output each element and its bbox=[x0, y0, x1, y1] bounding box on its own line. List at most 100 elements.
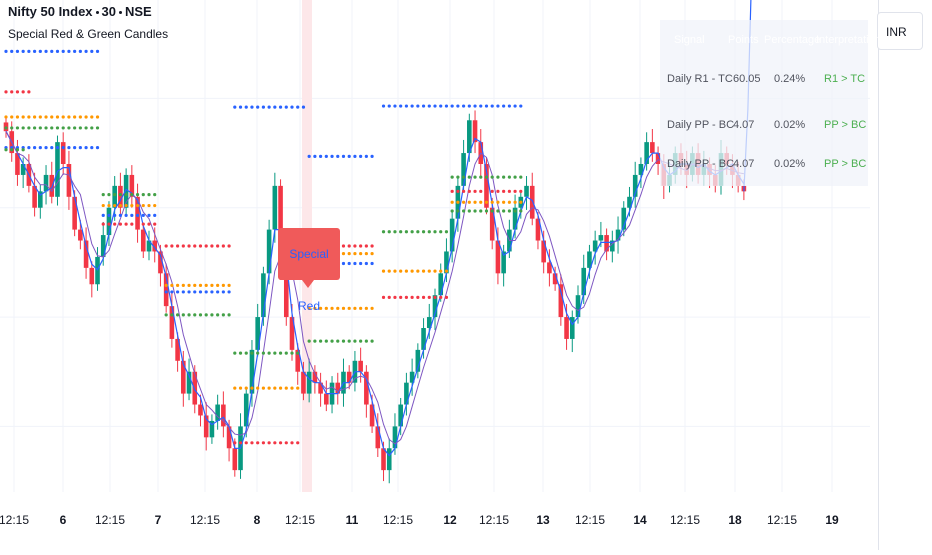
candle-bullish bbox=[461, 153, 466, 186]
pivot-level-dot bbox=[502, 104, 506, 108]
price-scale[interactable] bbox=[878, 0, 932, 550]
pivot-level-dot bbox=[95, 146, 100, 150]
pivot-level-dot bbox=[15, 146, 20, 150]
pivot-level-dot bbox=[267, 351, 271, 355]
x-tick-label: 7 bbox=[155, 513, 162, 527]
symbol-name[interactable]: Nifty 50 Index bbox=[8, 4, 93, 19]
pivot-level-dot bbox=[216, 290, 220, 294]
pivot-level-dot bbox=[353, 261, 357, 266]
pivot-level-dot bbox=[113, 203, 117, 208]
candle-bearish bbox=[346, 371, 352, 383]
pivot-level-dot bbox=[135, 203, 140, 208]
candle-bullish bbox=[615, 229, 621, 241]
pivot-level-dot bbox=[124, 222, 128, 226]
pivot-level-dot bbox=[341, 339, 346, 343]
pivot-level-dot bbox=[278, 105, 283, 109]
pivot-table: Signal Points Percentage Interpretation … bbox=[660, 20, 881, 186]
pivot-level-dot bbox=[130, 203, 134, 208]
pivot-level-dot bbox=[153, 222, 157, 226]
pivot-level-dot bbox=[347, 339, 351, 343]
pivot-level-dot bbox=[15, 115, 20, 119]
pivot-level-dot bbox=[278, 351, 283, 355]
pivot-level-dot bbox=[44, 126, 48, 130]
candle-bearish bbox=[364, 371, 369, 405]
pivot-level-dot bbox=[141, 203, 145, 208]
currency-button[interactable]: INR bbox=[877, 12, 923, 50]
pivot-level-dot bbox=[227, 283, 231, 287]
pivot-level-dot bbox=[141, 193, 145, 197]
pivot-level-dot bbox=[456, 175, 460, 179]
special-red-label-pointer bbox=[302, 280, 314, 288]
pivot-level-dot bbox=[381, 104, 386, 108]
pivot-level-dot bbox=[284, 351, 288, 355]
candle-bullish bbox=[449, 218, 455, 252]
candle-bullish bbox=[598, 235, 604, 241]
row-points: 60.05 bbox=[733, 73, 761, 85]
pivot-level-dot bbox=[147, 203, 151, 208]
candle-bullish bbox=[592, 240, 598, 252]
candle-bearish bbox=[558, 284, 564, 318]
pivot-level-dot bbox=[78, 126, 82, 130]
pivot-level-dot bbox=[370, 339, 374, 343]
candle-bearish bbox=[541, 240, 546, 263]
pivot-level-dot bbox=[347, 154, 351, 158]
pivot-level-dot bbox=[387, 295, 391, 299]
symbol-header[interactable]: Nifty 50 Index 30 NSE bbox=[8, 4, 152, 19]
pivot-level-dot bbox=[50, 146, 54, 150]
pivot-level-dot bbox=[273, 441, 277, 445]
pivot-level-dot bbox=[393, 295, 397, 299]
pivot-level-dot bbox=[404, 230, 408, 234]
x-tick-label: 14 bbox=[633, 513, 647, 527]
pivot-table-header: Signal Points Percentage Interpretation bbox=[660, 34, 881, 52]
pivot-level-dot bbox=[113, 213, 117, 217]
pivot-level-dot bbox=[38, 146, 42, 150]
pivot-level-dot bbox=[198, 313, 203, 317]
indicator-legend[interactable]: Special Red & Green Candles bbox=[8, 27, 169, 41]
pivot-level-dot bbox=[353, 154, 357, 158]
pivot-level-dot bbox=[313, 339, 317, 343]
pivot-level-dot bbox=[410, 269, 414, 273]
pivot-level-dot bbox=[256, 441, 260, 445]
pivot-level-dot bbox=[153, 213, 157, 217]
pivot-level-dot bbox=[73, 146, 77, 150]
x-tick-label: 12:15 bbox=[479, 513, 509, 527]
pivot-level-dot bbox=[433, 104, 437, 108]
pivot-level-dot bbox=[10, 90, 14, 94]
candle-bullish bbox=[610, 240, 615, 252]
pivot-level-dot bbox=[124, 213, 128, 217]
x-tick-label: 19 bbox=[825, 513, 839, 527]
pivot-level-dot bbox=[387, 269, 391, 273]
pivot-level-dot bbox=[198, 283, 203, 287]
pivot-level-dot bbox=[61, 49, 65, 53]
pivot-level-dot bbox=[513, 200, 517, 204]
pivot-level-dot bbox=[210, 313, 214, 317]
candle-bearish bbox=[369, 404, 375, 427]
candle-bullish bbox=[575, 295, 581, 318]
candle-bearish bbox=[15, 153, 20, 175]
pivot-level-dot bbox=[484, 200, 489, 204]
pivot-level-dot bbox=[21, 90, 25, 94]
pivot-level-dot bbox=[341, 244, 346, 248]
pivot-level-dot bbox=[462, 189, 466, 193]
candle-bearish bbox=[604, 235, 609, 252]
pivot-level-dot bbox=[227, 290, 231, 294]
pivot-level-dot bbox=[359, 154, 363, 158]
pivot-level-dot bbox=[256, 351, 260, 355]
pivot-level-dot bbox=[507, 175, 511, 179]
pivot-level-dot bbox=[44, 115, 48, 119]
interval[interactable]: 30 bbox=[101, 4, 116, 19]
pivot-level-dot bbox=[507, 104, 511, 108]
pivot-level-dot bbox=[479, 104, 483, 108]
pivot-level-dot bbox=[370, 261, 374, 266]
pivot-level-dot bbox=[404, 104, 408, 108]
pivot-level-dot bbox=[301, 105, 306, 109]
pivot-level-dot bbox=[250, 386, 254, 390]
pivot-level-dot bbox=[507, 209, 511, 213]
pivot-level-dot bbox=[233, 386, 237, 390]
pivot-level-dot bbox=[27, 49, 31, 53]
table-row: Daily PP - BC 4.07 0.02% PP > BC bbox=[660, 119, 868, 137]
pivot-level-dot bbox=[484, 189, 489, 193]
pivot-level-dot bbox=[84, 126, 88, 130]
